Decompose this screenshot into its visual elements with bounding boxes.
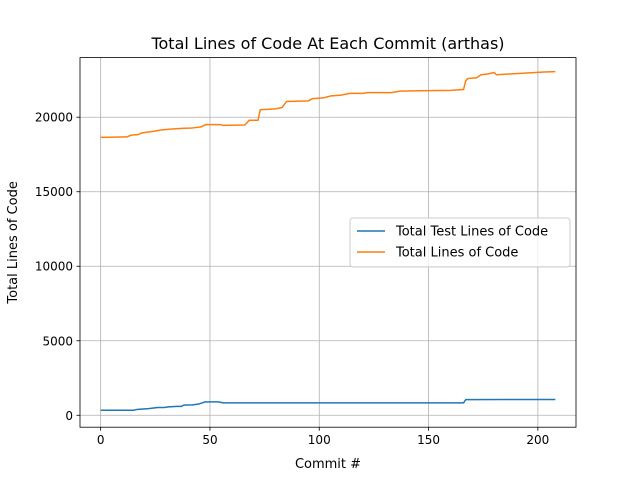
- series-line-1: [100, 70, 556, 139]
- y-tick-label: 5000: [42, 334, 73, 348]
- series-layer: [100, 70, 556, 411]
- plot-area-frame: [79, 57, 577, 428]
- y-tick-label: 20000: [35, 111, 73, 125]
- legend-box: [349, 217, 571, 268]
- series-line-0: [100, 398, 556, 411]
- x-axis-label: Commit #: [295, 457, 361, 472]
- legend-label-0: Total Test Lines of Code: [395, 225, 548, 240]
- y-axis-label: Total Lines of Code: [6, 181, 21, 304]
- legend: Total Test Lines of Code Total Lines of C…: [349, 217, 571, 268]
- x-tick-label: 0: [97, 433, 105, 447]
- axis-ticks: 0 50 100 150 200 0 5000 10000 15000 20000: [35, 111, 549, 447]
- chart-title: Total Lines of Code At Each Commit (arth…: [150, 34, 504, 53]
- y-tick-label: 10000: [35, 260, 73, 274]
- y-tick-label: 15000: [35, 185, 73, 199]
- x-tick-label: 150: [417, 433, 440, 447]
- x-tick-label: 100: [308, 433, 331, 447]
- y-tick-label: 0: [65, 409, 73, 423]
- grid-lines: [80, 57, 576, 428]
- legend-label-1: Total Lines of Code: [395, 246, 518, 261]
- x-tick-label: 200: [526, 433, 549, 447]
- x-tick-label: 50: [202, 433, 217, 447]
